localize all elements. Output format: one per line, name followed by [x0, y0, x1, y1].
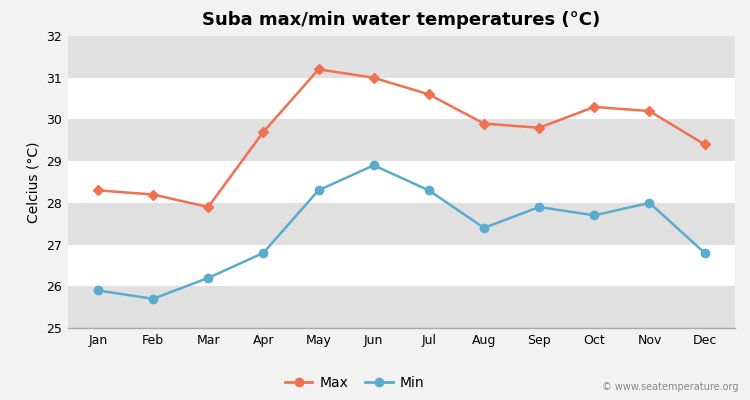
Min: [259, 250, 268, 255]
Max: [479, 121, 488, 126]
Max: [369, 75, 378, 80]
Bar: [68, 203, 735, 244]
Bar: [68, 36, 735, 78]
Min: [645, 200, 654, 205]
Max: [204, 205, 213, 210]
Bar: [68, 120, 735, 161]
Min: [93, 288, 102, 293]
Title: Suba max/min water temperatures (°C): Suba max/min water temperatures (°C): [202, 11, 600, 29]
Bar: [68, 78, 735, 120]
Min: [535, 205, 544, 210]
Min: [424, 188, 433, 193]
Min: [204, 276, 213, 280]
Max: [535, 125, 544, 130]
Max: [645, 109, 654, 114]
Max: [590, 104, 598, 109]
Max: [148, 192, 158, 197]
Bar: [68, 244, 735, 286]
Max: [700, 142, 709, 147]
Max: [424, 92, 433, 97]
Min: [700, 250, 709, 255]
Y-axis label: Celcius (°C): Celcius (°C): [26, 141, 40, 223]
Bar: [68, 161, 735, 203]
Line: Max: Max: [94, 66, 709, 211]
Min: [148, 296, 158, 301]
Text: © www.seatemperature.org: © www.seatemperature.org: [602, 382, 739, 392]
Max: [93, 188, 102, 193]
Bar: [68, 286, 735, 328]
Min: [314, 188, 323, 193]
Min: [369, 163, 378, 168]
Max: [314, 67, 323, 72]
Min: [590, 213, 598, 218]
Legend: Max, Min: Max, Min: [279, 370, 430, 395]
Min: [479, 226, 488, 230]
Line: Min: Min: [94, 161, 709, 303]
Max: [259, 130, 268, 134]
